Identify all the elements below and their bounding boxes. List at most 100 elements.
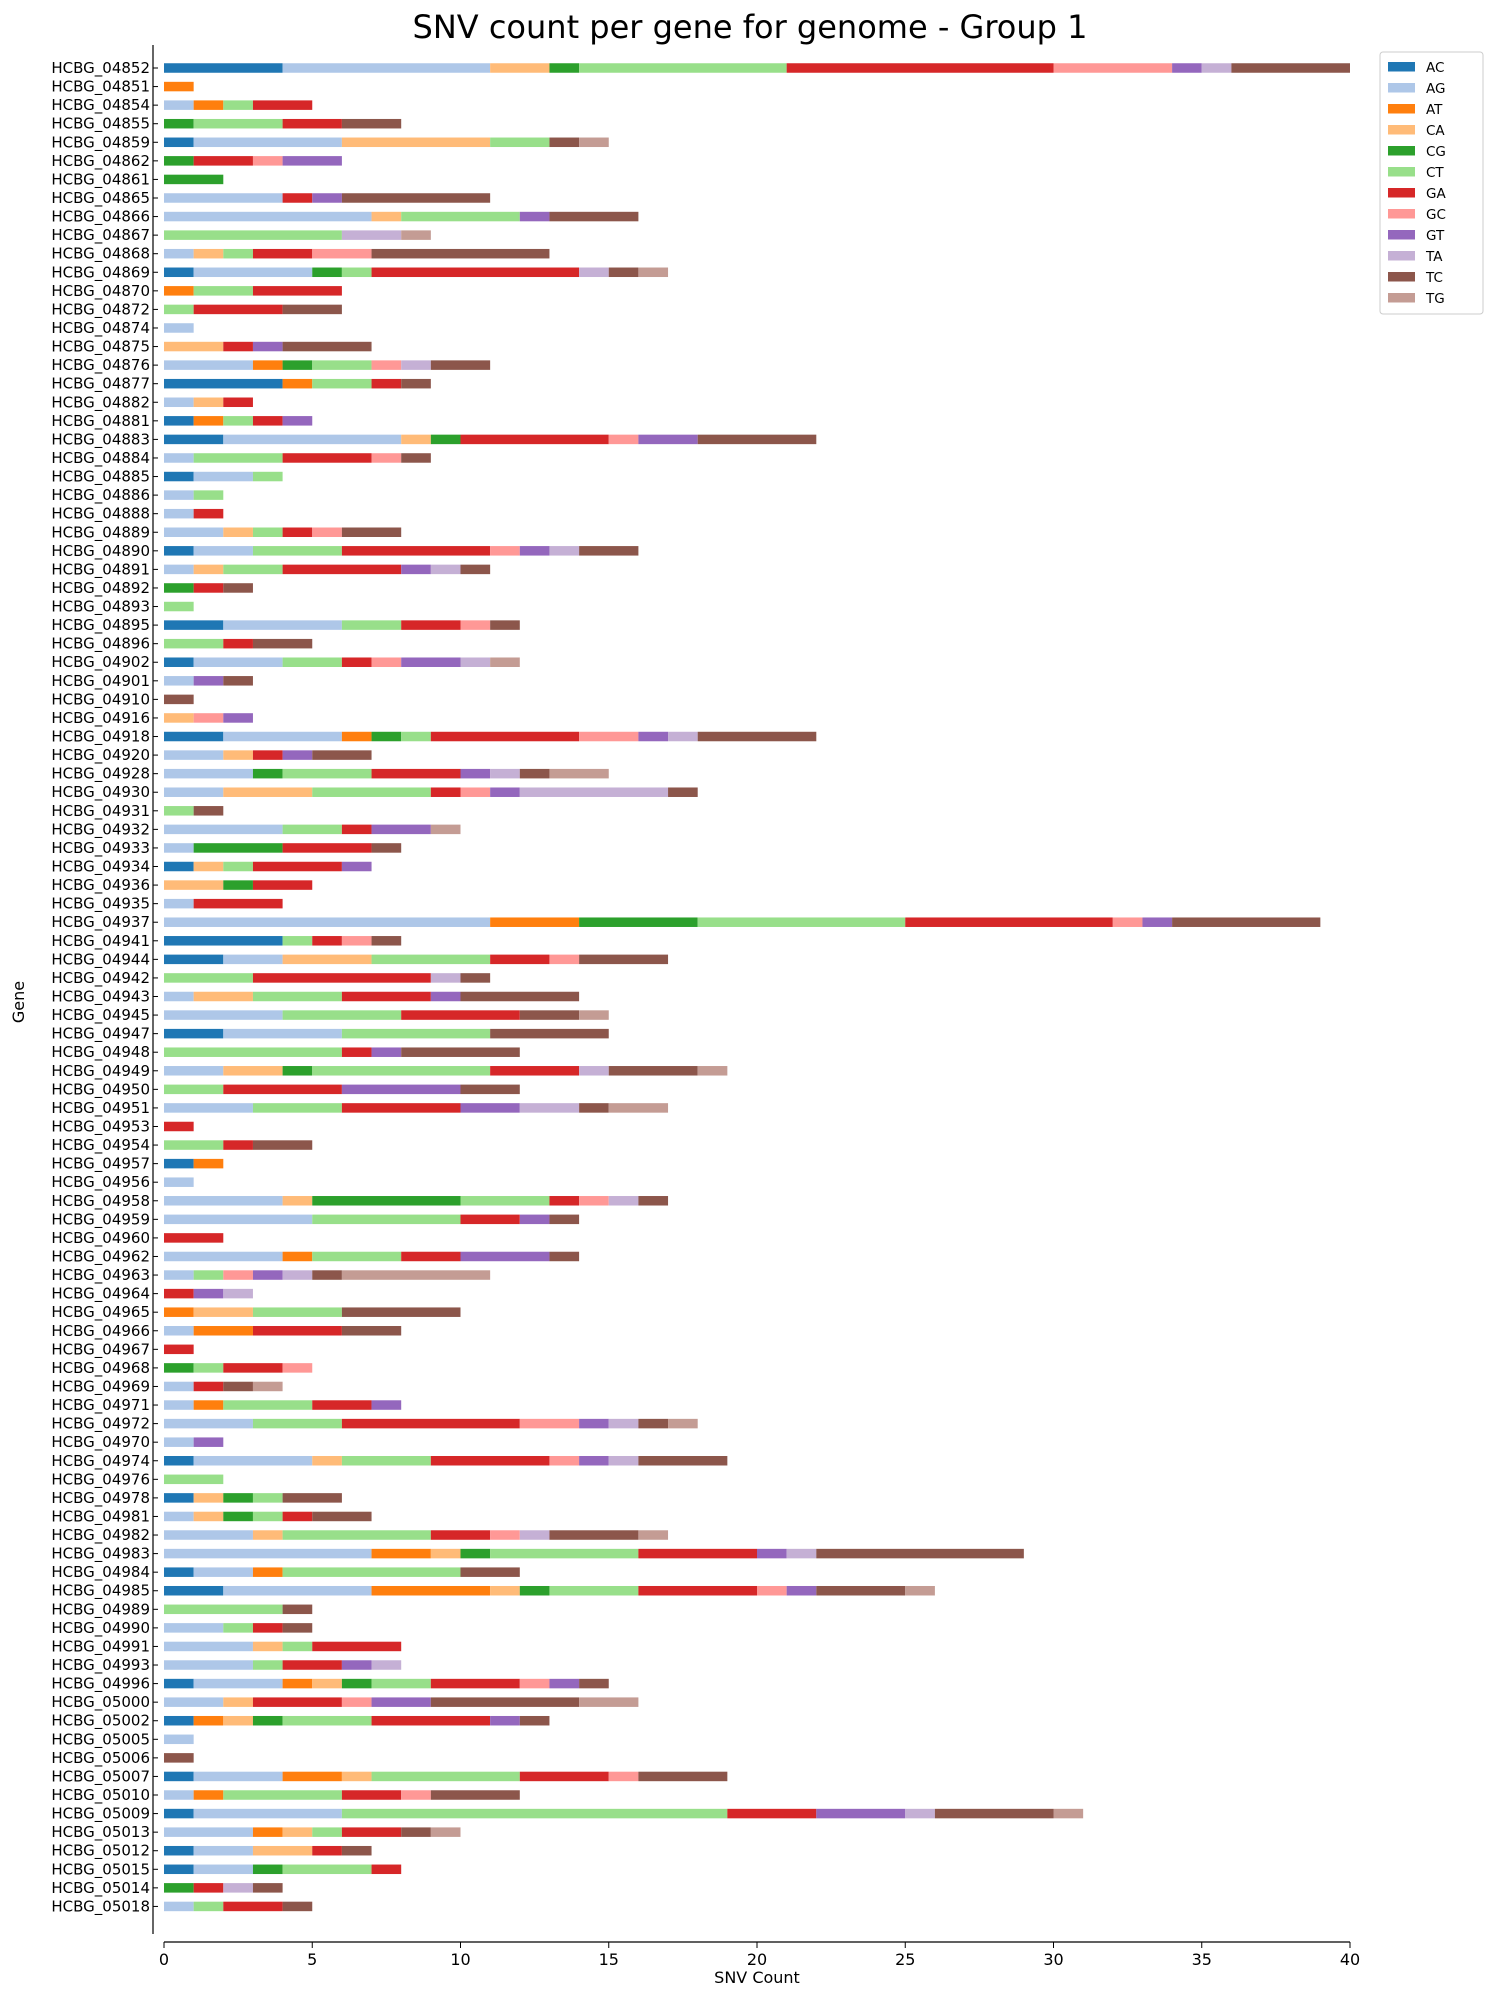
bar-segment-gc	[460, 787, 491, 797]
legend-label-gt: GT	[1426, 228, 1445, 244]
y-tick-label: HCBG_05018	[51, 1897, 150, 1916]
bar-segment-ga	[371, 1715, 491, 1726]
bar-segment-ag	[164, 100, 194, 110]
x-axis-label: SNV Count	[714, 1968, 800, 1987]
bar-segment-ta	[905, 1808, 935, 1819]
bar-segment-ag	[223, 434, 402, 445]
bar-segment-gt	[371, 1047, 402, 1057]
bar-segment-ag	[193, 1845, 253, 1856]
bar-segment-ag	[164, 453, 194, 463]
bar-segment-ag	[164, 1251, 283, 1262]
bar-segment-ga	[164, 1121, 194, 1132]
y-tick-label: HCBG_05013	[51, 1823, 150, 1842]
bar-segment-ga	[430, 1678, 520, 1689]
bar-segment-ag	[164, 193, 283, 203]
y-tick-label: HCBG_05005	[51, 1730, 150, 1749]
bar-segment-ag	[223, 1585, 372, 1596]
bar-segment-ct	[223, 416, 253, 426]
y-tick-label: HCBG_04910	[51, 690, 150, 709]
bar-segment-at	[193, 1715, 224, 1726]
bar-segment-tc	[430, 1790, 520, 1800]
bar-segment-ct	[252, 1307, 342, 1317]
y-tick-label: HCBG_04945	[51, 1006, 150, 1025]
bar-segment-ct	[282, 1864, 372, 1875]
bar-segment-ta	[430, 973, 461, 983]
bar-segment-gt	[223, 713, 253, 723]
bar-segment-tg	[1053, 1808, 1084, 1819]
bar-segment-tc	[549, 211, 639, 222]
bar-segment-gt	[401, 657, 461, 667]
bar-segment-ga	[164, 1344, 194, 1355]
x-tick-label: 35	[1192, 1950, 1212, 1969]
bar-segment-ta	[608, 1196, 639, 1206]
bar-segment-tc	[549, 1530, 639, 1540]
y-tick-label: HCBG_04941	[51, 932, 150, 951]
bar-segment-ct	[341, 1808, 728, 1819]
bar-segment-gc	[252, 156, 283, 166]
y-tick-label: HCBG_04953	[51, 1117, 150, 1136]
bar-segment-gc	[579, 731, 639, 742]
bar-segment-ac	[164, 1808, 194, 1819]
bar-segment-cg	[223, 1511, 253, 1522]
bar-segment-gt	[252, 1270, 283, 1280]
bar-segment-ga	[223, 1140, 253, 1150]
bar-segment-ga	[223, 1363, 283, 1373]
y-tick-label: HCBG_05014	[51, 1879, 150, 1898]
bar-segment-tc	[341, 193, 491, 203]
bar-segment-ca	[430, 1548, 461, 1559]
bar-segment-ct	[164, 806, 194, 816]
y-tick-label: HCBG_05006	[51, 1749, 150, 1768]
bar-segment-tc	[341, 1326, 402, 1336]
y-tick-label: HCBG_04974	[51, 1452, 150, 1471]
bar-segment-tc	[638, 1456, 728, 1466]
bar-segment-gt	[519, 546, 550, 556]
bar-segment-ta	[608, 1456, 639, 1466]
bar-segment-cg	[164, 118, 194, 129]
bar-segment-gt	[341, 861, 372, 872]
bar-segment-ag	[164, 1623, 224, 1633]
bar-segment-gc	[490, 1530, 520, 1540]
bar-segment-gt	[460, 1103, 520, 1113]
bar-segment-ga	[282, 453, 372, 463]
bar-segment-tc	[579, 1103, 609, 1113]
x-tick-label: 5	[307, 1950, 317, 1969]
bar-segment-gt	[757, 1548, 787, 1559]
legend-swatch-ag	[1388, 83, 1415, 93]
bar-segment-cg	[341, 1678, 372, 1689]
bar-segment-ct	[312, 787, 431, 797]
bar-segment-tc	[579, 546, 639, 556]
y-tick-label: HCBG_04958	[51, 1192, 150, 1211]
bar-segment-tc	[430, 1697, 580, 1707]
bar-segment-ac	[164, 1158, 194, 1169]
y-tick-label: HCBG_04985	[51, 1582, 150, 1601]
bar-segment-ag	[164, 1177, 194, 1187]
bar-segment-ag	[164, 508, 194, 519]
bar-segment-ga	[223, 1901, 283, 1912]
bar-segment-at	[193, 1326, 253, 1336]
bar-segment-gc	[193, 713, 224, 723]
bar-segment-ag	[193, 1456, 313, 1466]
bar-segment-cg	[519, 1585, 550, 1596]
bar-segment-gt	[193, 676, 224, 686]
bar-segment-tc	[490, 620, 520, 630]
bar-segment-ac	[164, 1456, 194, 1466]
bar-segment-ag	[164, 1734, 194, 1745]
bar-segment-at	[193, 1158, 224, 1169]
bar-segment-tg	[579, 137, 609, 148]
bars-group	[164, 63, 1350, 1912]
legend-box	[1379, 51, 1484, 315]
y-tick-label: HCBG_04933	[51, 839, 150, 858]
bar-segment-ct	[401, 731, 431, 742]
y-tick-label: HCBG_04984	[51, 1563, 150, 1582]
bar-segment-ct	[371, 954, 491, 965]
legend-label-ct: CT	[1426, 165, 1444, 181]
bar-segment-ca	[341, 137, 491, 148]
bar-segment-gc	[312, 527, 342, 537]
bar-segment-ga	[252, 880, 313, 890]
bar-segment-ca	[282, 1196, 313, 1206]
bar-segment-ag	[164, 843, 194, 853]
y-tick-label: HCBG_04872	[51, 300, 150, 319]
bar-segment-ct	[312, 378, 372, 389]
y-tick-label: HCBG_04877	[51, 375, 150, 394]
y-tick-label: HCBG_04901	[51, 672, 150, 691]
